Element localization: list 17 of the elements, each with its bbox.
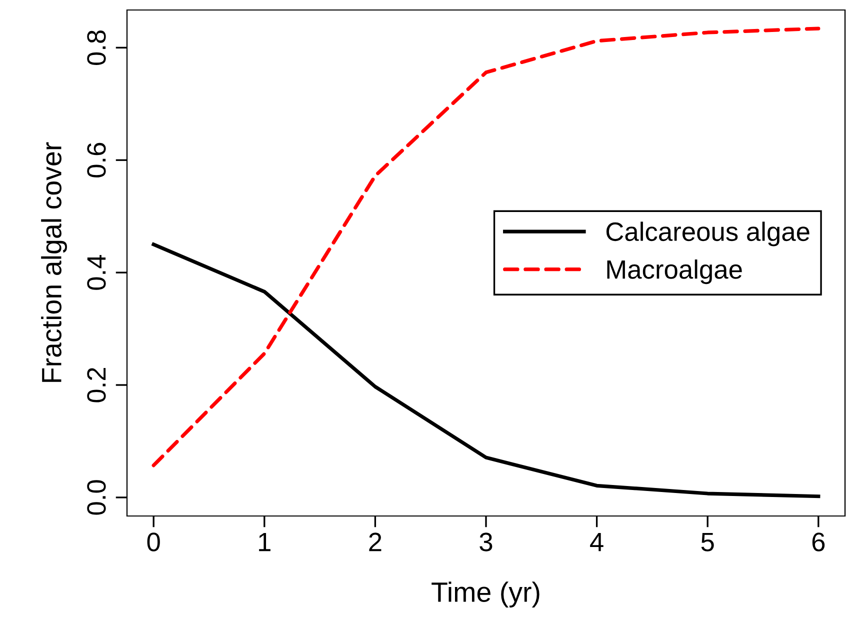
y-tick-label: 0.8 — [87, 30, 106, 65]
x-tick-label: 3 — [480, 532, 492, 552]
y-axis-title: Fraction algal cover — [41, 142, 67, 382]
y-tick-label: 0.2 — [87, 368, 106, 402]
y-tick-label: 0.6 — [87, 142, 106, 178]
x-tick-label: 1 — [259, 532, 270, 552]
x-tick-label: 2 — [369, 532, 382, 552]
x-tick-label: 0 — [147, 532, 160, 552]
x-tick-label: 4 — [590, 532, 604, 552]
y-tick-label: 0.0 — [87, 480, 106, 515]
line-series — [152, 26, 820, 468]
legend-label: Macroalgae — [607, 259, 742, 284]
legend-label: Calcareous algae — [606, 222, 810, 246]
x-tick-label: 5 — [701, 532, 714, 552]
y-tick-label: 0.4 — [87, 254, 106, 290]
x-axis-title: Time (yr) — [432, 582, 540, 608]
x-tick-label: 6 — [812, 532, 825, 552]
